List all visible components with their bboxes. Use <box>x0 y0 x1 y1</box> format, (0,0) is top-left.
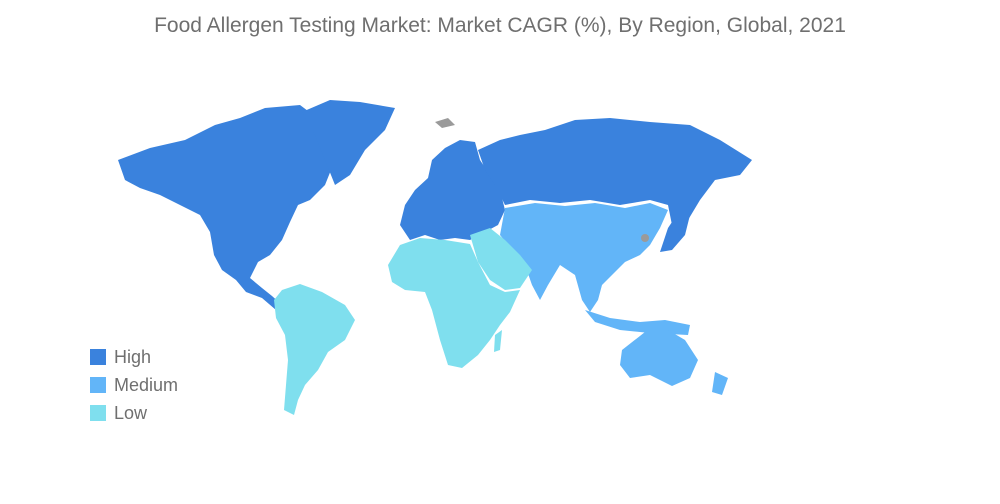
region-russia[interactable] <box>478 118 752 252</box>
legend-swatch-medium <box>90 377 106 393</box>
legend: High Medium Low <box>90 343 178 427</box>
japan <box>660 210 690 252</box>
legend-swatch-low <box>90 405 106 421</box>
region-north-america[interactable] <box>118 100 395 310</box>
legend-swatch-high <box>90 349 106 365</box>
no-data-areas <box>435 118 649 242</box>
legend-item-high: High <box>90 343 178 371</box>
legend-item-medium: Medium <box>90 371 178 399</box>
legend-label-medium: Medium <box>114 374 179 395</box>
chart-title: Food Allergen Testing Market: Market CAG… <box>154 14 846 37</box>
region-south-america[interactable] <box>274 284 355 415</box>
region-asia-pacific[interactable] <box>500 203 728 395</box>
middle-east <box>470 228 532 290</box>
region-middle-east-africa[interactable] <box>388 228 532 368</box>
greenland <box>302 100 395 185</box>
region-europe[interactable] <box>400 140 505 240</box>
madagascar <box>494 330 502 352</box>
legend-label-high: High <box>114 346 152 367</box>
indonesia <box>585 310 690 335</box>
new-zealand <box>712 372 728 395</box>
legend-item-low: Low <box>90 399 178 427</box>
australia <box>620 330 698 386</box>
legend-label-low: Low <box>114 402 148 423</box>
